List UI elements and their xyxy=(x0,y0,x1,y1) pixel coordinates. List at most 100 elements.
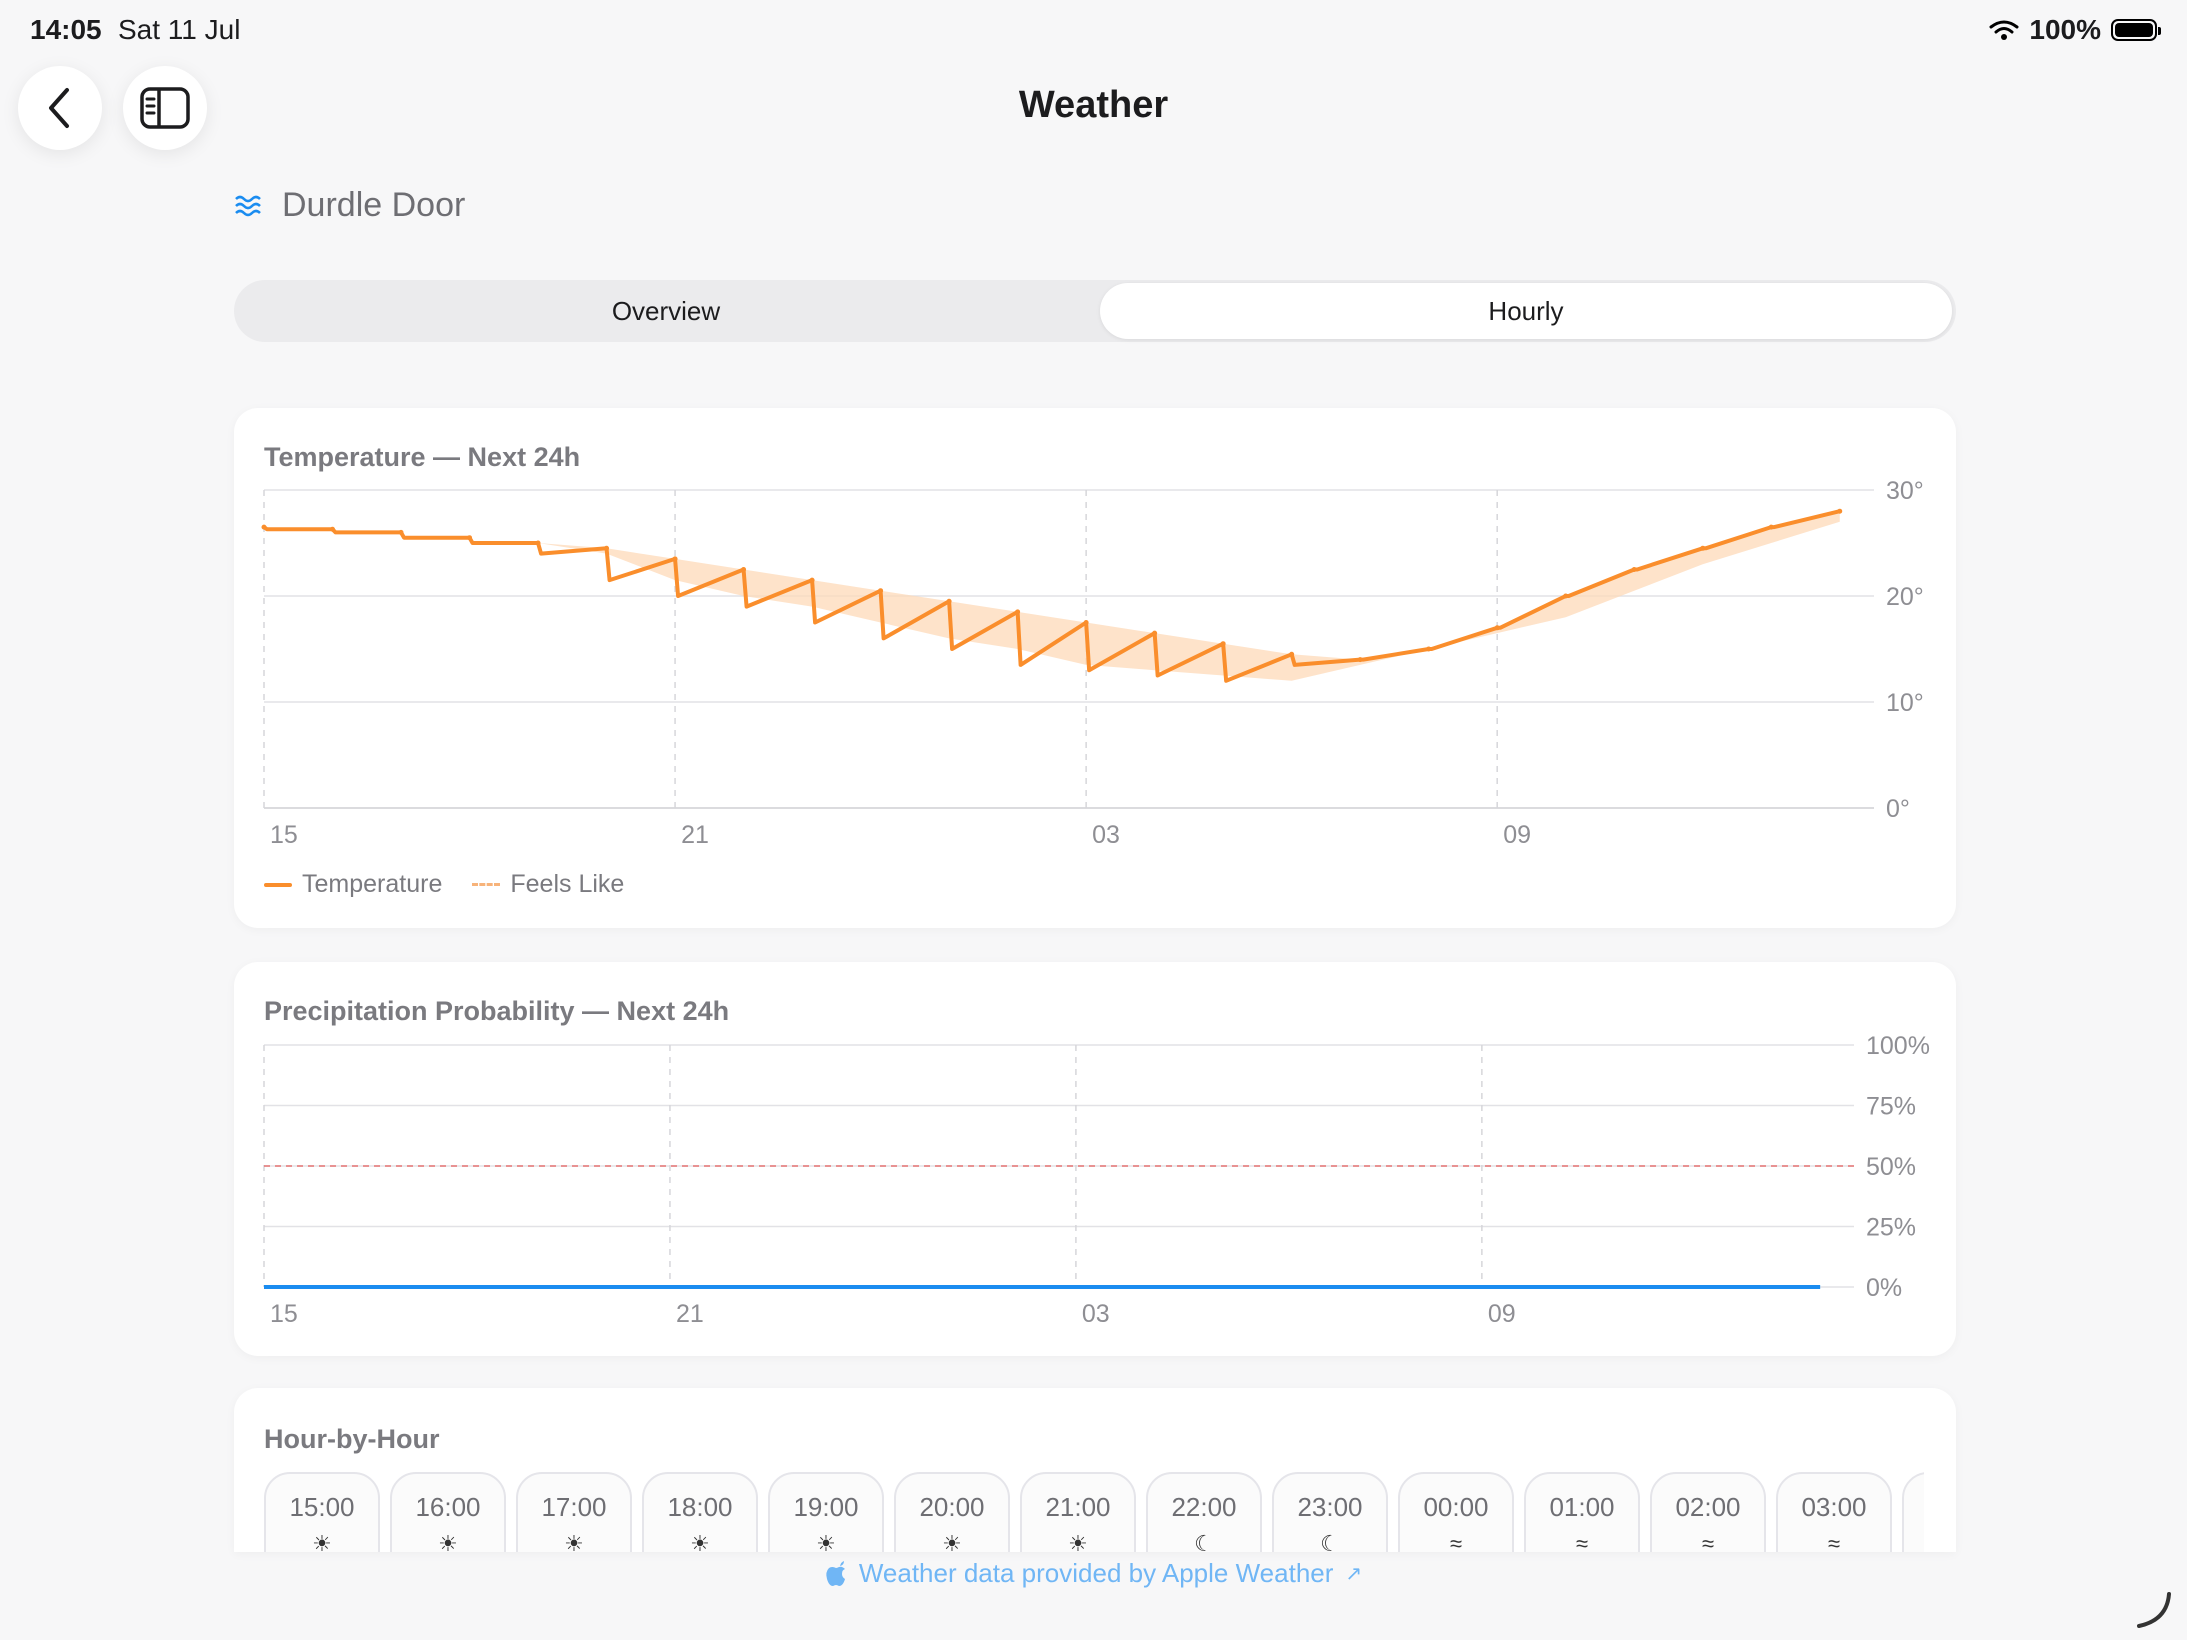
sun-icon: ☀ xyxy=(690,1531,710,1552)
battery-icon xyxy=(2111,19,2161,41)
temperature-point xyxy=(672,556,678,562)
precipitation-card-title: Precipitation Probability — Next 24h xyxy=(264,996,730,1026)
hour-time: 19:00 xyxy=(793,1492,859,1522)
hour-time: 01:00 xyxy=(1549,1492,1615,1522)
hourly-card: Hour-by-Hour 15:00 ☀ 16:00 ☀ 17:00 ☀ 18:00 ☀ 19:… xyxy=(234,1388,1956,1552)
sun-icon: ☀ xyxy=(942,1531,962,1552)
hour-item[interactable]: 15:00 ☀ xyxy=(264,1472,380,1552)
view-segmented-control: Overview Hourly xyxy=(234,280,1956,342)
temperature-point xyxy=(1837,508,1843,514)
x-tick-label: 09 xyxy=(1488,1300,1516,1328)
temperature-point xyxy=(809,577,815,583)
temperature-point xyxy=(1768,524,1774,530)
temperature-point xyxy=(1563,593,1569,599)
hour-time: 15:00 xyxy=(289,1492,355,1522)
x-tick-label: 21 xyxy=(676,1300,704,1328)
hour-item[interactable]: 00:00 ≈ xyxy=(1398,1472,1514,1552)
sun-icon: ☀ xyxy=(816,1531,836,1552)
temperature-point xyxy=(1700,545,1706,551)
legend-temperature-label: Temperature xyxy=(302,870,443,898)
temperature-point xyxy=(330,526,336,532)
y-tick-label: 20° xyxy=(1886,583,1924,611)
hour-item-partial[interactable] xyxy=(1902,1472,1924,1552)
hour-item[interactable]: 20:00 ☀ xyxy=(894,1472,1010,1552)
battery-percent: 100% xyxy=(2029,14,2101,45)
temperature-point xyxy=(535,540,541,546)
tab-overview[interactable]: Overview xyxy=(611,296,721,326)
page-title: Weather xyxy=(1018,84,1169,126)
temperature-card-title: Temperature — Next 24h xyxy=(264,442,581,472)
hour-time: 23:00 xyxy=(1297,1492,1363,1522)
y-tick-label: 10° xyxy=(1886,689,1924,717)
temperature-chart: 0° 10° 20° 30° 15 21 03 09 xyxy=(261,477,1924,849)
hour-time: 02:00 xyxy=(1675,1492,1741,1522)
sidebar-icon xyxy=(140,87,190,129)
hour-time: 20:00 xyxy=(919,1492,985,1522)
hour-item[interactable]: 22:00 ☾ xyxy=(1146,1472,1262,1552)
temperature-point xyxy=(1220,641,1226,647)
hour-time: 18:00 xyxy=(667,1492,733,1522)
wifi-icon xyxy=(1989,20,2019,40)
temperature-point xyxy=(1426,646,1432,652)
hour-item[interactable]: 19:00 ☀ xyxy=(768,1472,884,1552)
sun-icon: ☀ xyxy=(1068,1531,1088,1552)
hour-time: 17:00 xyxy=(541,1492,607,1522)
attribution-text: Weather data provided by Apple Weather xyxy=(858,1558,1334,1588)
temperature-point xyxy=(1631,567,1637,572)
wind-icon: ≈ xyxy=(1701,1531,1715,1552)
legend-feels-like: Feels Like xyxy=(472,870,624,899)
hour-item[interactable]: 17:00 ☀ xyxy=(516,1472,632,1552)
apple-logo-icon xyxy=(826,1560,845,1586)
hourly-card-title: Hour-by-Hour xyxy=(264,1424,440,1454)
hour-item[interactable]: 18:00 ☀ xyxy=(642,1472,758,1552)
temperature-point xyxy=(878,588,884,594)
x-tick-label: 15 xyxy=(270,1300,298,1328)
x-tick-label: 21 xyxy=(681,821,709,849)
sun-icon: ☀ xyxy=(438,1531,458,1552)
hour-item[interactable]: 16:00 ☀ xyxy=(390,1472,506,1552)
hour-time: 00:00 xyxy=(1423,1492,1489,1522)
temperature-legend: Temperature Feels Like xyxy=(264,870,624,899)
x-tick-label: 09 xyxy=(1503,821,1531,849)
precipitation-chart: 0% 25% 50% 75% 100% 15 21 03 09 xyxy=(263,1032,1930,1328)
tab-hourly[interactable]: Hourly xyxy=(1100,283,1952,339)
hourly-forecast-strip[interactable]: 15:00 ☀ 16:00 ☀ 17:00 ☀ 18:00 ☀ 19:00 ☀ 20:00 ☀ 21:0… xyxy=(264,1472,1924,1552)
temperature-point xyxy=(261,524,267,530)
legend-temperature: Temperature xyxy=(264,870,442,899)
temperature-point xyxy=(467,535,473,541)
hour-time: 03:00 xyxy=(1801,1492,1867,1522)
hour-item[interactable]: 03:00 ≈ xyxy=(1776,1472,1892,1552)
hour-time: 22:00 xyxy=(1171,1492,1237,1522)
temperature-point xyxy=(1494,625,1500,631)
legend-feels-like-swatch xyxy=(472,883,501,886)
wind-icon: ≈ xyxy=(1827,1531,1841,1552)
hour-item[interactable]: 23:00 ☾ xyxy=(1272,1472,1388,1552)
x-tick-label: 03 xyxy=(1092,821,1120,849)
y-tick-label: 50% xyxy=(1866,1153,1916,1181)
legend-temperature-swatch xyxy=(264,882,292,887)
temperature-point xyxy=(1289,651,1295,657)
resize-handle-icon[interactable] xyxy=(2133,1590,2173,1630)
temperature-point xyxy=(1152,630,1158,636)
legend-feels-like-label: Feels Like xyxy=(510,870,625,898)
temperature-point xyxy=(741,567,747,572)
moon-stars-icon: ☾ xyxy=(1320,1531,1340,1552)
temperature-card: Temperature — Next 24h 0° 10° 20° 30° 15 21 03… xyxy=(234,408,1956,928)
temperature-point xyxy=(604,545,610,551)
hour-item[interactable]: 02:00 ≈ xyxy=(1650,1472,1766,1552)
sidebar-toggle-button[interactable] xyxy=(123,66,207,150)
hour-item[interactable]: 01:00 ≈ xyxy=(1524,1472,1640,1552)
wind-icon: ≈ xyxy=(1449,1531,1463,1552)
hour-item[interactable]: 21:00 ☀ xyxy=(1020,1472,1136,1552)
x-tick-label: 15 xyxy=(270,821,298,849)
weather-attribution-link[interactable]: Weather data provided by Apple Weather ↗ xyxy=(0,1558,2187,1589)
temperature-point xyxy=(1015,609,1021,615)
y-tick-label: 100% xyxy=(1866,1032,1930,1060)
chevron-left-icon xyxy=(49,88,69,128)
location-name: Durdle Door xyxy=(282,186,466,224)
temperature-point xyxy=(946,598,952,604)
temperature-point xyxy=(1083,620,1089,625)
wind-icon: ≈ xyxy=(1575,1531,1589,1552)
temperature-point xyxy=(398,529,404,535)
back-button[interactable] xyxy=(18,66,102,150)
